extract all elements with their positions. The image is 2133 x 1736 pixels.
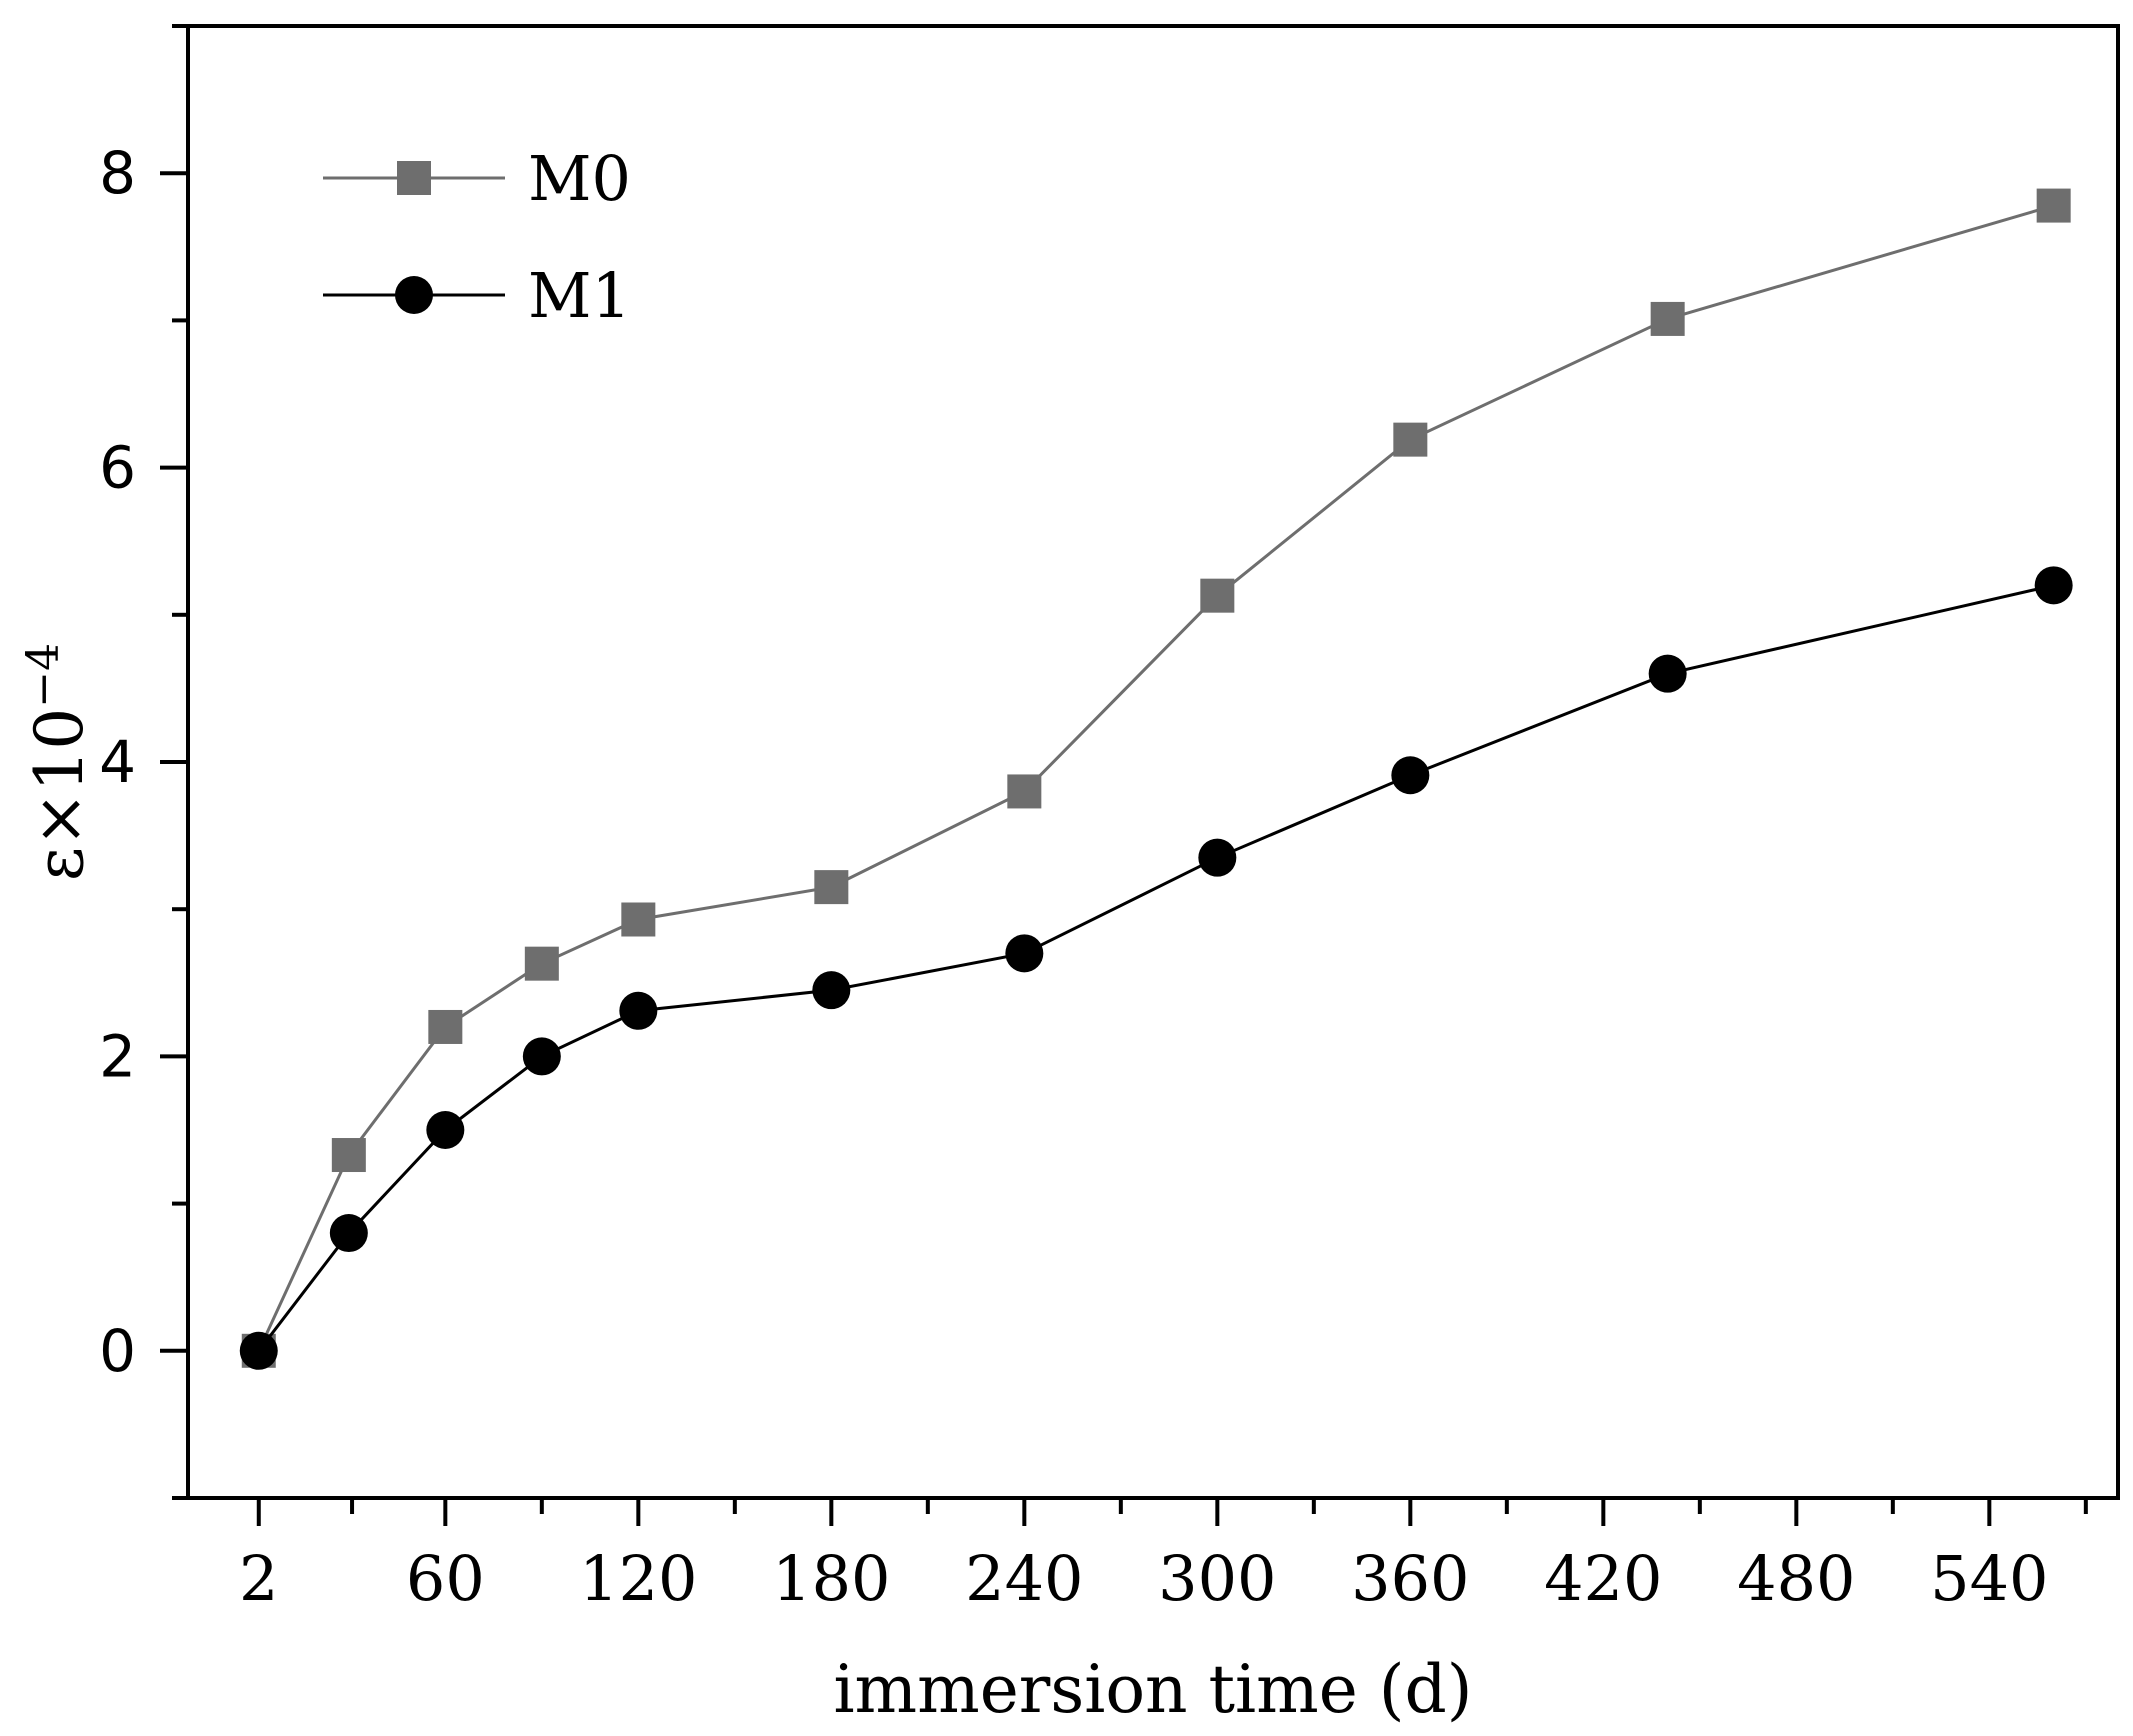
legend-label-m0: M0 <box>528 142 631 215</box>
data-point-m1 <box>1198 838 1237 877</box>
data-point-m0 <box>2036 188 2071 223</box>
data-point-m0 <box>814 870 849 905</box>
x-tick-label: 480 <box>1737 1542 1855 1615</box>
data-series <box>239 188 2073 1370</box>
data-point-m1 <box>522 1037 561 1076</box>
x-tick-label: 60 <box>406 1542 485 1615</box>
y-tick-label: 0 <box>99 1317 136 1385</box>
data-point-m1 <box>1648 654 1687 693</box>
y-tick-label: 8 <box>99 139 136 207</box>
y-tick-label: 6 <box>99 434 136 502</box>
data-point-m0 <box>428 1009 463 1044</box>
legend: M0 M1 <box>323 142 631 332</box>
data-point-m1 <box>812 971 851 1010</box>
axis-ticks <box>160 24 2088 1526</box>
y-axis-title: ε×10−4 <box>18 643 98 881</box>
y-tick-label: 4 <box>99 728 136 796</box>
data-point-m0 <box>1007 774 1042 809</box>
x-tick-label: 120 <box>579 1542 697 1615</box>
data-point-m1 <box>329 1214 368 1253</box>
x-tick-label: 240 <box>965 1542 1083 1615</box>
x-axis-title: immersion time (d) <box>833 1651 1472 1728</box>
y-axis-title-exponent: −4 <box>18 643 69 708</box>
data-point-m0 <box>1393 422 1428 457</box>
y-axis-title-base: ε×10 <box>21 708 98 881</box>
series-m0 <box>241 188 2071 1368</box>
data-point-m1 <box>426 1111 465 1149</box>
data-point-m0 <box>331 1138 366 1173</box>
data-point-m1 <box>1005 934 1044 973</box>
data-point-m1 <box>619 991 658 1030</box>
series-m1 <box>239 566 2073 1370</box>
x-tick-label: 300 <box>1158 1542 1276 1615</box>
x-tick-label: 420 <box>1544 1542 1662 1615</box>
axis-tick-labels: 2 60 120 180 240 300 360 420 480 540 0 2 4 6 8 <box>99 139 2048 1615</box>
x-tick-label: 2 <box>239 1542 278 1615</box>
legend-marker-m1 <box>395 276 433 314</box>
legend-label-m1: M1 <box>528 259 631 332</box>
data-point-m0 <box>621 902 656 937</box>
x-tick-label: 360 <box>1351 1542 1469 1615</box>
data-point-m1 <box>239 1331 278 1370</box>
data-point-m1 <box>2034 566 2073 605</box>
x-tick-label: 180 <box>772 1542 890 1615</box>
data-point-m0 <box>1650 301 1685 336</box>
legend-marker-m0 <box>397 161 431 195</box>
data-point-m0 <box>524 946 559 981</box>
data-point-m0 <box>1200 578 1235 613</box>
data-point-m1 <box>1391 756 1430 795</box>
x-tick-label: 540 <box>1930 1542 2048 1615</box>
y-tick-label: 2 <box>99 1022 136 1090</box>
